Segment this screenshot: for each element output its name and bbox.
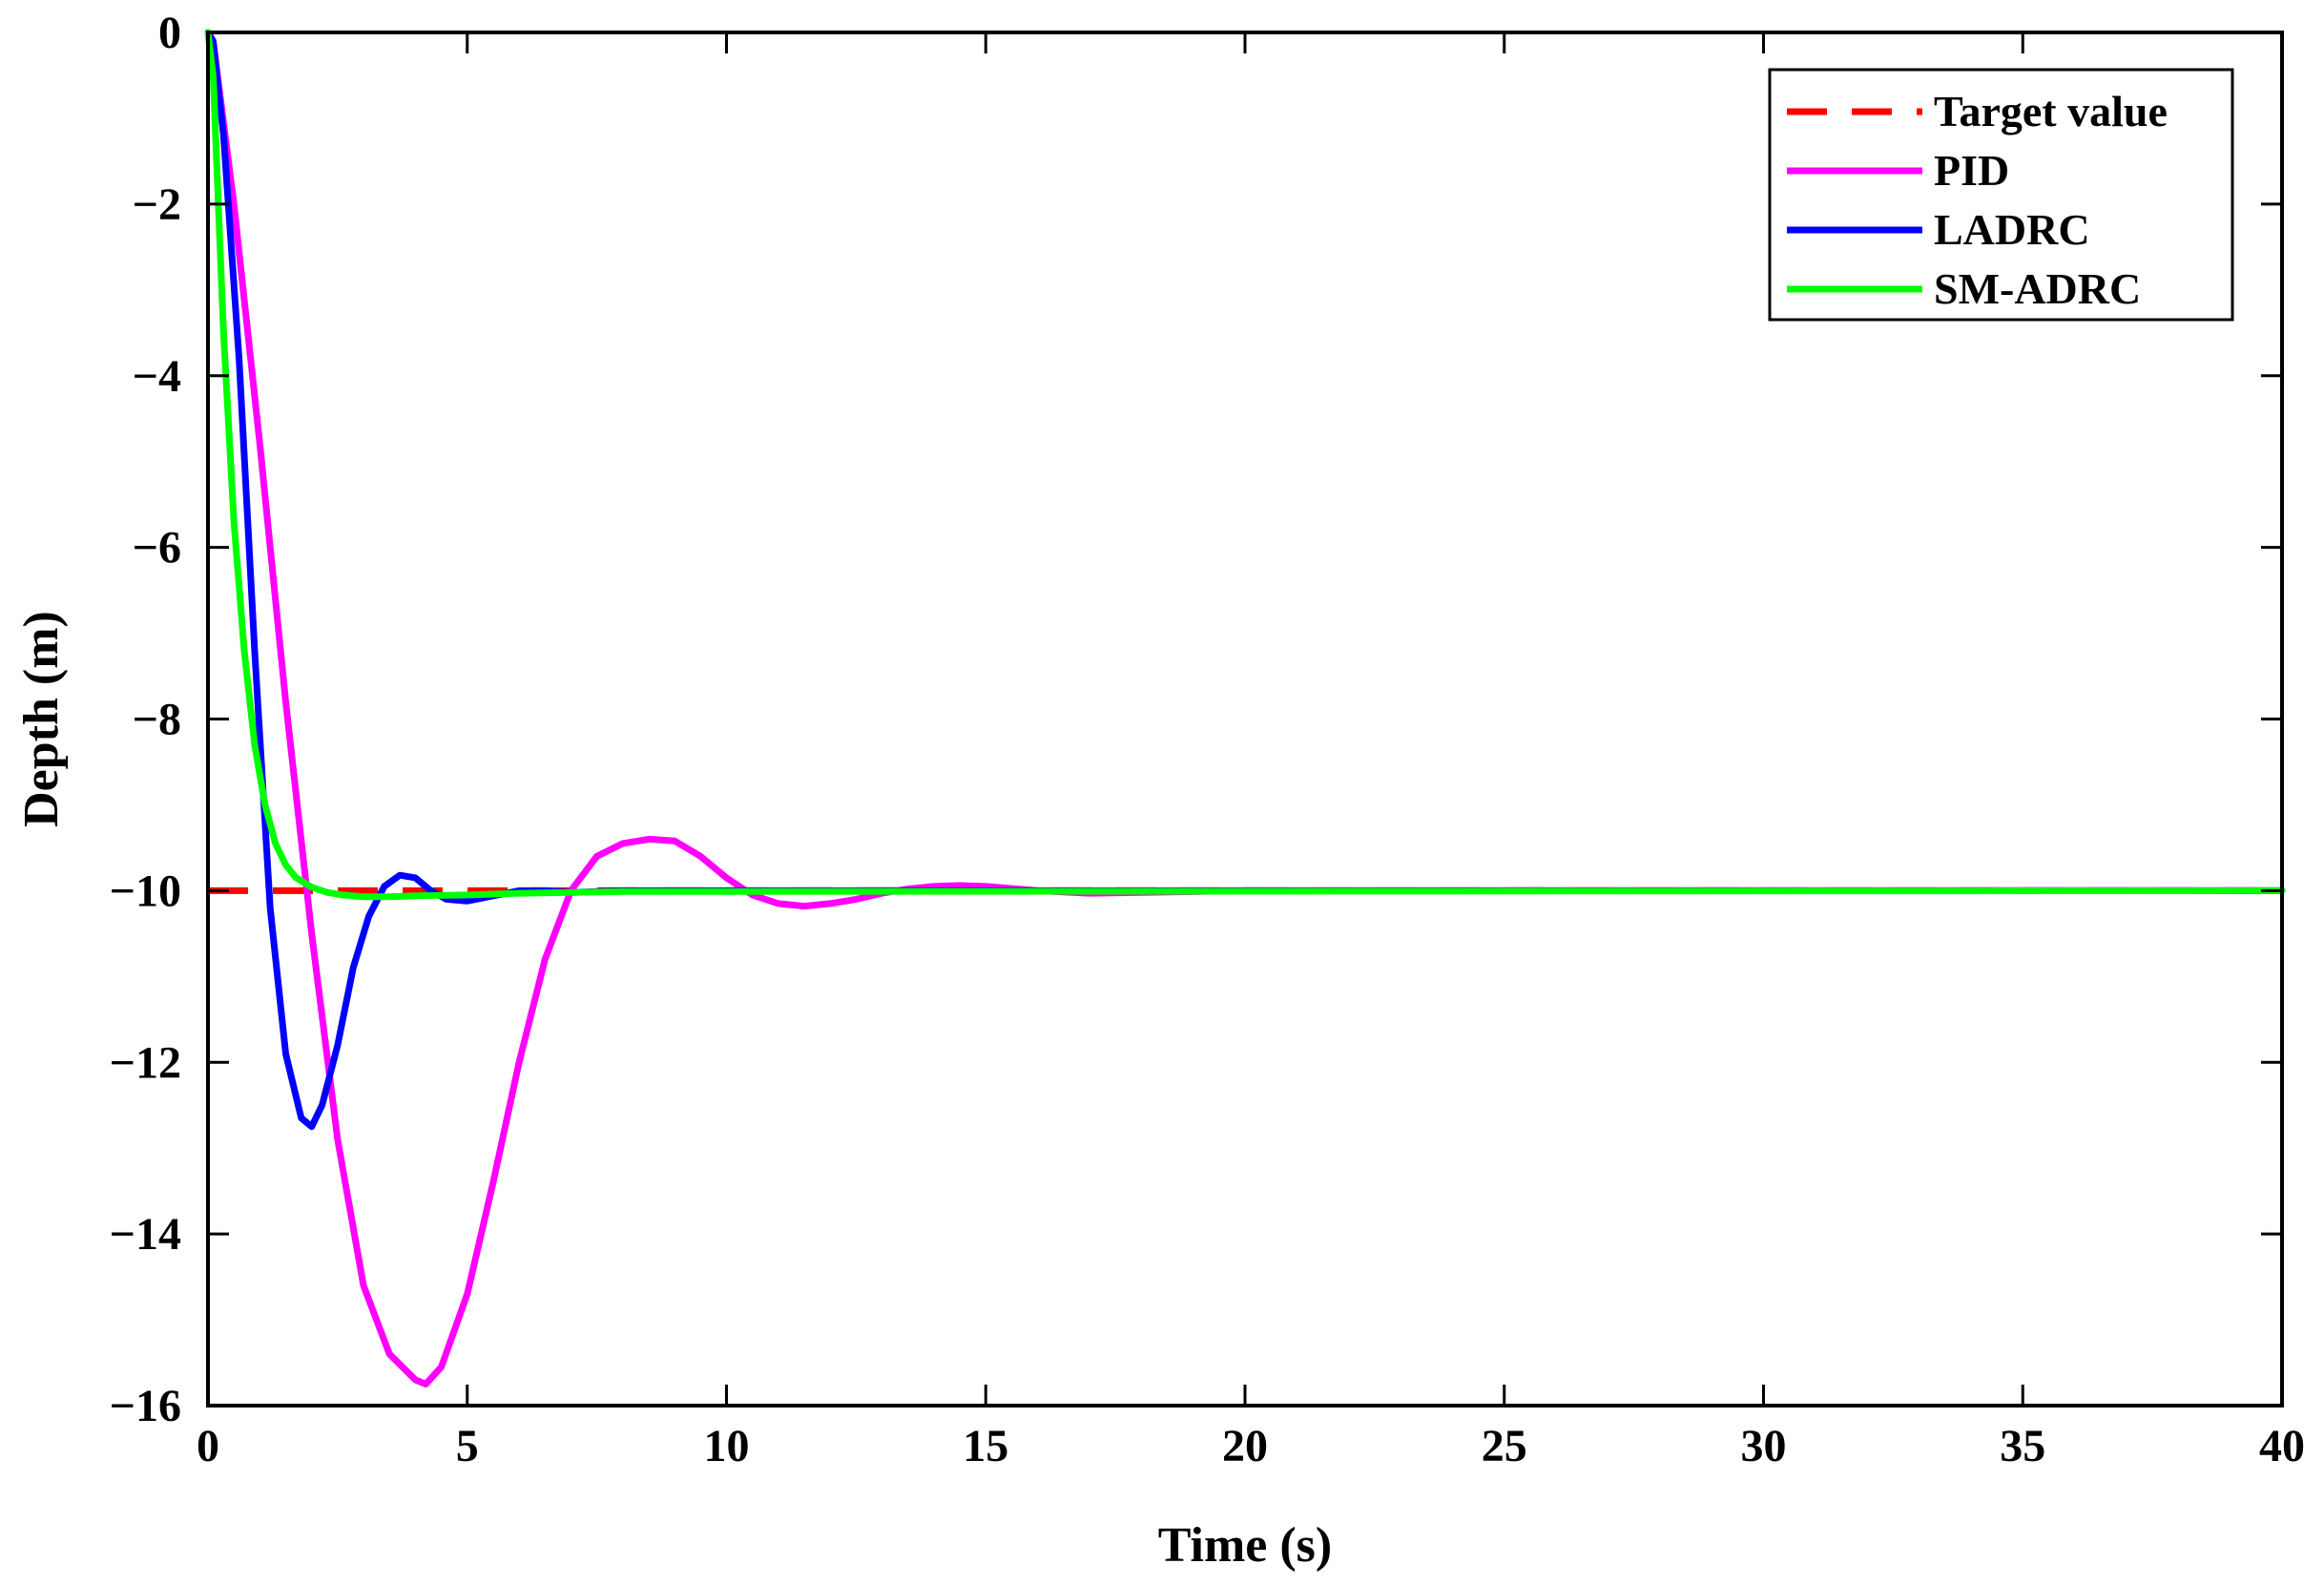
legend-label: SM-ADRC bbox=[1934, 264, 2141, 313]
legend: Target value PID LADRC SM-ADRC bbox=[1768, 68, 2234, 322]
x-tick-label: 15 bbox=[963, 1421, 1008, 1471]
y-tick-label: −14 bbox=[110, 1209, 181, 1260]
x-tick-label: 35 bbox=[2000, 1421, 2045, 1471]
x-tick-label: 10 bbox=[704, 1421, 750, 1471]
x-axis-label: Time (s) bbox=[1158, 1518, 1332, 1573]
y-tick-label: −6 bbox=[133, 523, 181, 574]
y-axis-label: Depth (m) bbox=[14, 611, 69, 827]
y-tick-label: −8 bbox=[133, 695, 181, 745]
legend-label: Target value bbox=[1934, 87, 2168, 136]
x-tick-label: 0 bbox=[197, 1421, 219, 1471]
y-tick-label: 0 bbox=[158, 8, 181, 58]
y-tick-label: −12 bbox=[110, 1037, 181, 1088]
series-line-sm-adrc bbox=[204, 29, 2286, 901]
y-tick-label: −2 bbox=[133, 179, 181, 230]
x-tick-label: 5 bbox=[456, 1421, 479, 1471]
ticks-layer bbox=[206, 31, 2284, 1408]
series-layer bbox=[204, 29, 2286, 1387]
x-tick-label: 30 bbox=[1741, 1421, 1787, 1471]
legend-label: LADRC bbox=[1934, 205, 2090, 254]
x-tick-label: 25 bbox=[1482, 1421, 1527, 1471]
x-tick-label: 20 bbox=[1222, 1421, 1268, 1471]
y-tick-label: −4 bbox=[133, 351, 181, 402]
y-tick-label: −16 bbox=[110, 1381, 181, 1431]
x-tick-label: 40 bbox=[2259, 1421, 2305, 1471]
y-tick-label: −10 bbox=[110, 865, 181, 916]
tick-labels: 0 5 10 15 20 25 30 35 40 0 −2 −4 −6 −8 −10 −12 −14 −16 bbox=[110, 8, 2305, 1471]
legend-box bbox=[1768, 68, 2234, 322]
legend-label: PID bbox=[1934, 146, 2009, 195]
